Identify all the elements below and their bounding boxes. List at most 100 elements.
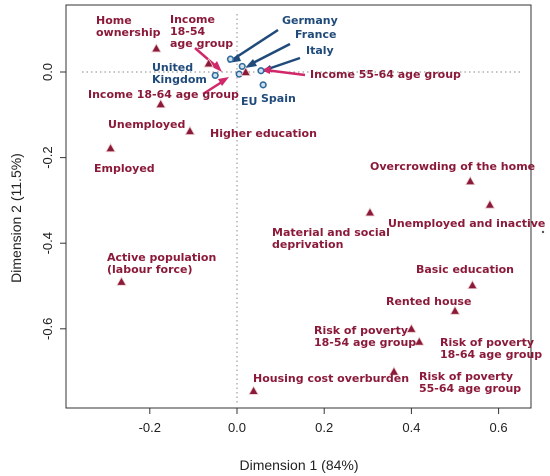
variable-label: Housing cost overburden	[253, 372, 409, 385]
variable-point	[449, 305, 461, 315]
variable-point	[467, 279, 478, 290]
variable-label: Employed	[94, 162, 155, 175]
income-18-54-arrowhead	[212, 61, 222, 72]
y-axis-title: Dimension 2 (11.5%)	[8, 153, 24, 283]
variable-label-line: Income 55-64 age group	[310, 68, 461, 81]
variable-point	[248, 385, 259, 395]
variable-label-line: 18-54	[170, 25, 206, 38]
country-label: Spain	[261, 92, 296, 105]
country-point	[235, 70, 243, 78]
variable-point	[484, 199, 496, 209]
y-tick-label: -0.4	[40, 232, 55, 254]
variable-label: Overcrowding of the home	[370, 160, 535, 173]
variable-label-line: Material and social	[272, 226, 390, 239]
variable-label-line: Rented house	[386, 295, 471, 308]
germany-arrow	[231, 28, 279, 62]
variable-label: Income 18-54 age group	[170, 13, 233, 50]
variable-points	[105, 43, 496, 395]
country-point	[226, 55, 235, 63]
variable-label: Basic education	[416, 263, 514, 276]
variable-label: Higher education	[210, 127, 317, 140]
country-points	[211, 55, 267, 89]
variable-label-line: Active population	[107, 251, 216, 264]
variable-arrows	[194, 47, 306, 96]
plot-frame	[65, 4, 532, 409]
stray-mark	[541, 230, 545, 234]
y-tick-label: 0.0	[40, 63, 55, 81]
variable-label-line: Housing cost overburden	[253, 372, 409, 385]
variable-point	[105, 142, 116, 153]
variable-label: Unemployed	[108, 118, 185, 131]
variable-label-line: 18-64 age group	[440, 348, 542, 361]
variable-label-line: ownership	[96, 26, 161, 39]
variable-label: Risk of poverty 55-64 age group	[419, 370, 521, 395]
variable-label: Risk of poverty 18-54 age group	[314, 324, 416, 349]
variable-label-line: Higher education	[210, 127, 317, 140]
y-axis: 0.0 -0.2 -0.4 -0.6	[40, 63, 66, 340]
x-tick-label: 0.2	[315, 420, 333, 435]
variable-label-line: deprivation	[272, 238, 343, 251]
country-label-line: Kingdom	[152, 73, 207, 86]
variable-label: Active population (labour force)	[107, 251, 216, 276]
y-tick-label: -0.6	[40, 318, 55, 340]
variable-label: Unemployed and inactive	[388, 217, 545, 230]
country-label-line: Italy	[306, 44, 334, 57]
x-tick-label: 0.4	[402, 420, 420, 435]
country-point	[257, 67, 265, 75]
variable-label: Material and social deprivation	[272, 226, 390, 251]
country-label-line: France	[295, 28, 336, 41]
variable-label-line: Home	[96, 14, 132, 27]
variable-point	[151, 43, 162, 53]
variable-point	[406, 323, 417, 333]
country-point	[238, 62, 246, 71]
variable-label-line: 18-54 age group	[314, 336, 416, 349]
country-label: Germany	[282, 14, 338, 27]
variable-label-line: Basic education	[416, 263, 514, 276]
variable-label-line: Income	[170, 13, 215, 26]
x-tick-label: 0.0	[228, 420, 246, 435]
country-label-line: Germany	[282, 14, 338, 27]
variable-label-line: Overcrowding of the home	[370, 160, 535, 173]
variable-label-line: Income 18-64 age group	[88, 88, 239, 101]
variable-label-line: (labour force)	[107, 263, 193, 276]
variable-label-line: Employed	[94, 162, 155, 175]
x-tick-label: 0.6	[490, 420, 508, 435]
variable-label-line: 55-64 age group	[419, 382, 521, 395]
france-arrowhead	[245, 59, 257, 68]
variable-point	[240, 66, 251, 76]
income-55-64-arrowhead	[261, 66, 271, 74]
variable-point	[155, 98, 166, 108]
variable-point	[203, 58, 214, 68]
country-point	[259, 81, 267, 89]
variable-label-line: Risk of poverty	[419, 370, 513, 383]
variable-point	[364, 207, 376, 217]
variable-label-line: Risk of poverty	[314, 324, 408, 337]
x-axis: -0.2 0.0 0.2 0.4 0.6	[139, 408, 508, 435]
point-labels: Home ownership Income 18-54 age group Income …	[88, 13, 545, 395]
x-tick-label: -0.2	[139, 420, 161, 435]
variable-label-line: Unemployed and inactive	[388, 217, 545, 230]
country-label-line: EU	[241, 95, 257, 108]
variable-label: Income 18-64 age group	[88, 88, 239, 101]
country-label-line: Spain	[261, 92, 296, 105]
variable-label: Home ownership	[96, 14, 161, 39]
country-label-line: United	[152, 61, 193, 74]
country-point	[211, 71, 219, 80]
variable-point	[414, 336, 425, 346]
variable-label: Income 55-64 age group	[310, 68, 461, 81]
variable-point	[184, 125, 196, 135]
france-arrow	[248, 42, 291, 67]
variable-label-line: age group	[170, 37, 233, 50]
variable-point	[388, 366, 400, 376]
variable-label-line: Risk of poverty	[440, 336, 534, 349]
variable-label-line: Unemployed	[108, 118, 185, 131]
country-label: EU	[241, 95, 257, 108]
variable-label: Rented house	[386, 295, 471, 308]
x-axis-title: Dimension 1 (84%)	[239, 457, 358, 473]
y-tick-label: -0.2	[40, 146, 55, 168]
country-label: United Kingdom	[152, 61, 207, 86]
variable-point	[465, 175, 476, 186]
income-55-64-arrow	[264, 68, 306, 77]
variable-point	[116, 276, 127, 286]
